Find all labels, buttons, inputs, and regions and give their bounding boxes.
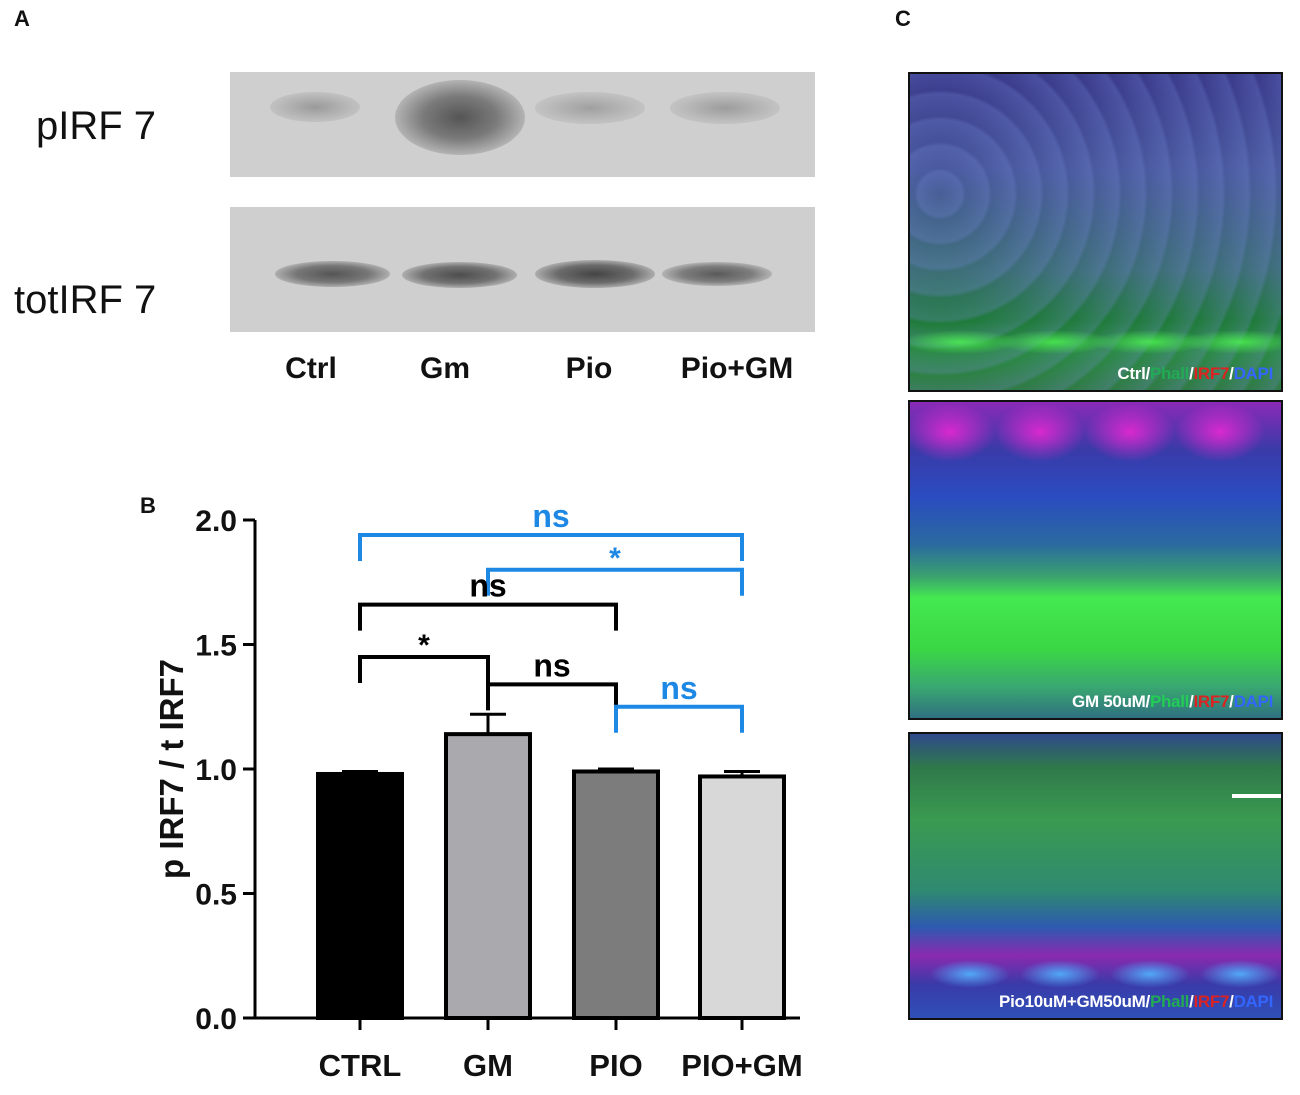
blot-strip-totirf7: [230, 207, 815, 332]
caption-part: DAPI: [1233, 992, 1274, 1011]
caption-part: Phall: [1149, 992, 1190, 1011]
y-tick-label: 0.5: [195, 879, 237, 912]
blot-band: [662, 262, 772, 286]
bar-pio-gm: [698, 774, 786, 1020]
y-tick-label: 2.0: [195, 505, 237, 538]
significance-bracket: [358, 654, 490, 683]
caption-part: Ctrl/: [1117, 364, 1150, 383]
x-tick-label: PIO: [589, 1048, 642, 1083]
caption-part: /: [1189, 692, 1194, 711]
significance-label: *: [418, 629, 430, 662]
caption-part: Phall: [1149, 692, 1190, 711]
caption-part: /: [1229, 692, 1234, 711]
y-tick-label: 1.5: [195, 630, 237, 663]
blot-row-label-totirf7: totIRF 7: [14, 278, 157, 322]
caption-part: DAPI: [1233, 692, 1274, 711]
x-tick-label: CTRL: [319, 1048, 402, 1083]
significance-bracket: [614, 704, 744, 733]
y-axis-label: p IRF7 / t IRF7: [153, 659, 190, 879]
caption-part: /: [1229, 364, 1234, 383]
bar-ctrl: [316, 771, 404, 1020]
caption-part: /: [1229, 992, 1234, 1011]
micrograph-caption-pio-gm: Pio10uM+GM50uM/Phall/IRF7/DAPI: [999, 992, 1273, 1012]
x-tick-label: GM: [463, 1048, 513, 1083]
blot-band: [670, 92, 780, 124]
significance-label: ns: [533, 647, 570, 683]
micrograph-ctrl: Ctrl/Phall/IRF7/DAPI: [908, 72, 1283, 392]
bar-gm: [444, 732, 532, 1020]
caption-part: Pio10uM+GM50uM/: [999, 992, 1150, 1011]
blot-band: [395, 80, 525, 155]
blot-strip-pirf7: [230, 72, 815, 177]
micrograph-gm: GM 50uM/Phall/IRF7/DAPI: [908, 400, 1283, 720]
blot-band: [535, 92, 645, 124]
micrograph-caption-gm: GM 50uM/Phall/IRF7/DAPI: [1072, 692, 1273, 712]
caption-part: IRF7: [1193, 992, 1230, 1011]
caption-part: /: [1189, 992, 1194, 1011]
blot-lane-pio: Pio: [565, 352, 613, 385]
significance-label: ns: [469, 568, 506, 604]
caption-part: /: [1189, 364, 1194, 383]
blot-row-label-pirf7: pIRF 7: [36, 104, 157, 148]
significance-label: ns: [532, 498, 569, 534]
caption-part: IRF7: [1193, 692, 1230, 711]
blot-band: [275, 261, 390, 287]
significance-bracket: [486, 567, 744, 596]
significance-label: ns: [660, 670, 697, 706]
blot-lane-ctrl: Ctrl: [285, 352, 337, 385]
scale-bar: [1232, 794, 1281, 798]
significance-bracket: [358, 532, 744, 561]
caption-part: Phall: [1149, 364, 1190, 383]
caption-part: GM 50uM/: [1072, 692, 1150, 711]
micrograph-caption-ctrl: Ctrl/Phall/IRF7/DAPI: [1117, 364, 1273, 384]
blot-band: [402, 262, 517, 288]
blot-band: [270, 92, 360, 122]
bar-pio: [572, 769, 660, 1020]
panel-letter-b: B: [140, 493, 156, 518]
panel-letter-c: C: [895, 6, 911, 31]
x-tick-label: PIO+GM: [681, 1048, 802, 1083]
significance-bracket: [358, 602, 618, 631]
y-tick-label: 1.0: [195, 754, 237, 787]
bar-chart: 0.0 0.5 1.0 1.5 2.0 p IRF7 / t IRF7 CTRL GM PIO P…: [153, 498, 803, 1083]
caption-part: IRF7: [1193, 364, 1230, 383]
blot-band: [535, 260, 655, 288]
caption-part: DAPI: [1233, 364, 1274, 383]
blot-lane-gm: Gm: [419, 352, 470, 385]
blot-lane-pio-gm: Pio+GM: [680, 352, 794, 385]
significance-label: *: [609, 542, 621, 575]
panel-letter-a: A: [14, 6, 30, 31]
significance-bracket: [486, 682, 618, 711]
micrograph-pio-gm: Pio10uM+GM50uM/Phall/IRF7/DAPI: [908, 732, 1283, 1020]
y-tick-label: 0.0: [195, 1003, 237, 1036]
